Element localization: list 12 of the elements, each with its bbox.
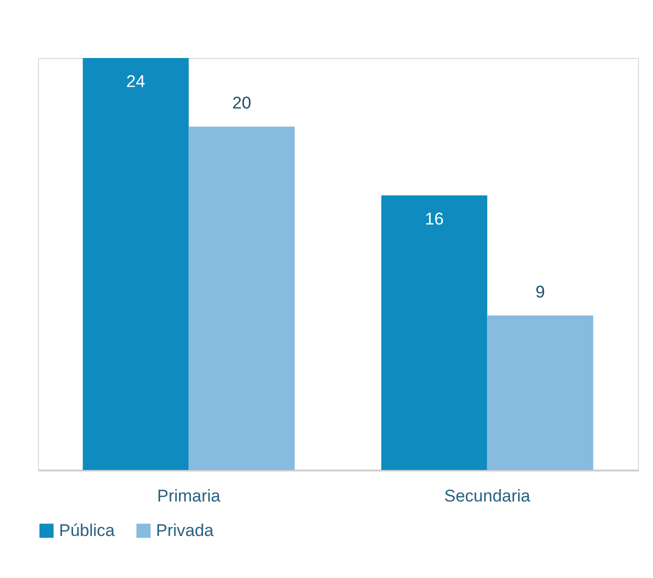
data-label: 9 [536, 282, 545, 302]
x-tick-label: Primaria [157, 486, 221, 506]
legend-label: Privada [156, 520, 214, 540]
legend-label: Pública [59, 520, 116, 540]
bar [188, 126, 295, 470]
bar [487, 316, 594, 470]
bar [82, 58, 189, 470]
data-label: 16 [424, 209, 444, 228]
x-tick-label: Secundaria [444, 486, 531, 506]
data-label: 24 [126, 72, 146, 91]
data-label: 20 [232, 94, 252, 113]
bar [381, 195, 488, 470]
